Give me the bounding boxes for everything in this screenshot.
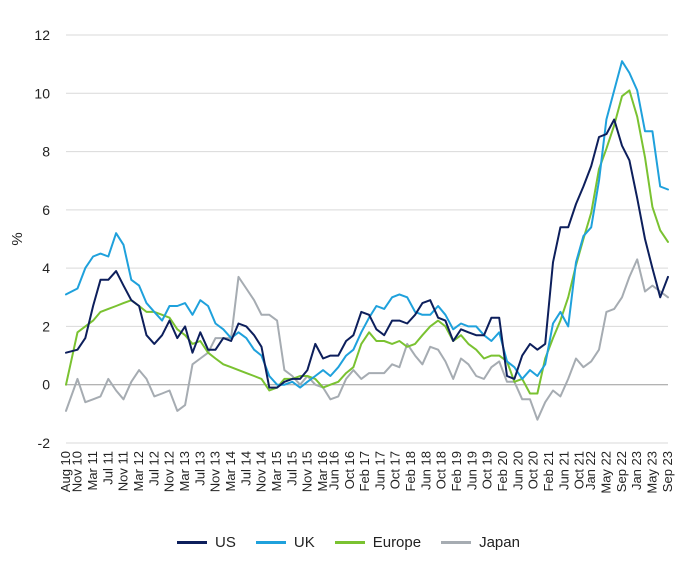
legend-item-japan: Japan [441,534,520,551]
x-tick-label: Jul 14 [238,451,253,486]
x-tick-label: Sep 23 [660,451,675,492]
x-tick-label: Oct 17 [388,451,403,489]
legend-swatch [441,541,472,544]
legend-label: UK [293,534,315,551]
x-tick-label: Oct 19 [480,451,495,489]
y-tick-label: 2 [42,318,50,334]
x-tick-label: Jun 19 [465,451,480,490]
legend-label: Europe [372,534,422,551]
x-tick-label: Mar 15 [269,451,284,491]
legend-item-europe: Europe [334,534,422,551]
y-axis-label: % [9,232,26,245]
x-tick-label: Jan 22 [583,451,598,490]
series-line-us [65,118,669,389]
x-tick-label: Nov 15 [299,451,314,492]
series-line-uk [65,60,669,389]
x-tick-label: Oct 16 [342,451,357,489]
x-tick-label: Jun 18 [419,451,434,490]
x-tick-label: Jun 20 [511,451,526,490]
y-tick-label: 12 [34,27,50,43]
x-tick-label: Feb 21 [541,451,556,491]
x-tick-label: Nov 13 [207,451,222,492]
y-tick-label: 6 [42,202,50,218]
legend: US UK Europe Japan [0,531,697,551]
x-tick-label: Jun 21 [557,451,572,490]
legend-swatch [177,541,208,544]
x-tick-label: Aug 10 [58,451,73,492]
y-tick-label: 8 [42,144,50,160]
legend-item-uk: UK [255,534,315,551]
x-tick-label: May 23 [644,451,659,494]
x-tick-label: Mar 12 [131,451,146,491]
x-tick-label: Feb 17 [357,451,372,491]
y-tick-label: 0 [42,377,50,393]
x-tick-label: Mar 16 [315,451,330,491]
x-tick-label: Oct 21 [572,451,587,489]
x-tick-label: Nov 11 [115,451,130,491]
y-tick-label: 10 [34,85,50,101]
legend-swatch [255,541,286,544]
y-tick-label: -2 [38,435,51,451]
legend-item-us: US [177,534,236,551]
x-tick-label: Nov 12 [161,451,176,492]
x-tick-label: Nov 10 [69,451,84,492]
series-line-japan [65,258,669,421]
x-tick-label: May 22 [598,451,613,494]
series-lines [65,60,669,421]
gridlines [66,34,668,444]
x-tick-label: Jan 23 [629,451,644,490]
x-tick-label: Feb 18 [403,451,418,491]
x-tick-label: Sep 22 [614,451,629,492]
y-axis-ticks: -2 0 2 4 6 8 10 12 [34,27,50,451]
x-tick-label: Feb 20 [495,451,510,491]
x-tick-label: Jun 16 [327,451,342,490]
series-line-europe [65,89,669,395]
legend-label: Japan [479,534,520,551]
x-tick-label: Mar 13 [177,451,192,491]
x-tick-label: Jul 15 [284,451,299,486]
x-tick-label: Oct 20 [526,451,541,489]
y-tick-label: 4 [42,260,50,276]
x-tick-label: Feb 19 [449,451,464,491]
x-tick-label: Mar 11 [85,451,100,491]
x-tick-label: Nov 14 [253,451,268,492]
x-tick-label: Jul 13 [192,451,207,486]
x-tick-label: Mar 14 [223,451,238,491]
x-tick-label: Oct 18 [434,451,449,489]
x-tick-label: Jun 17 [373,451,388,490]
x-tick-label: Jul 12 [146,451,161,486]
x-tick-label: Jul 11 [100,451,115,485]
legend-label: US [215,534,236,551]
legend-swatch [334,541,365,544]
